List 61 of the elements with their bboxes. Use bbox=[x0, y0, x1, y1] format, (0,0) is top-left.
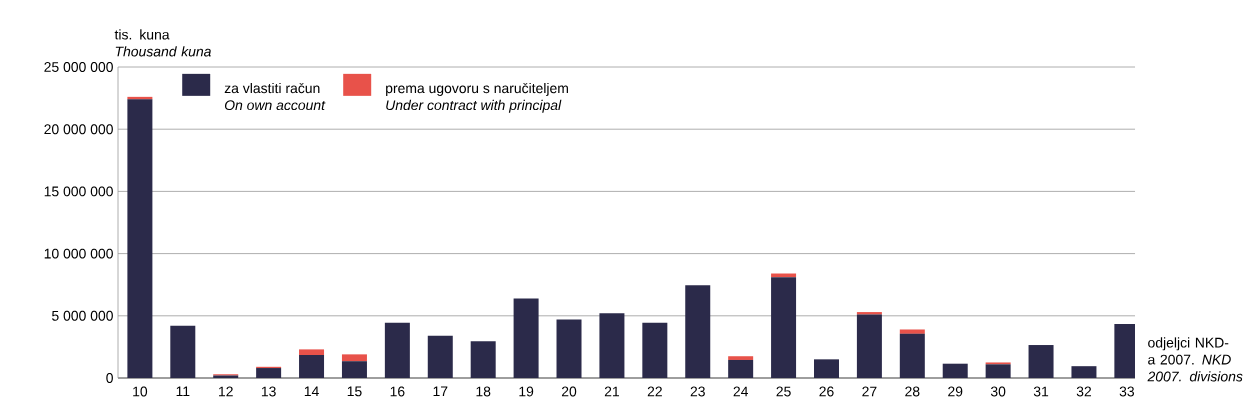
bar bbox=[170, 325, 196, 378]
bar bbox=[642, 322, 668, 378]
bar bbox=[942, 363, 968, 378]
bar bbox=[1071, 366, 1097, 378]
bar bbox=[813, 359, 839, 378]
x-tick-label: 20 bbox=[561, 386, 577, 397]
bar bbox=[856, 312, 882, 315]
bar bbox=[470, 341, 496, 378]
x-tick-label: 32 bbox=[1076, 386, 1092, 397]
y-tick-label: 20 000 000 bbox=[44, 124, 113, 135]
x-tick-label: 27 bbox=[862, 386, 877, 397]
x-tick-label: 23 bbox=[690, 386, 705, 397]
bar bbox=[728, 356, 754, 360]
bar bbox=[985, 364, 1011, 378]
x-axis-title: odjeljci NKD-a 2007. NKD 2007. divisions bbox=[1147, 337, 1243, 382]
bar bbox=[341, 354, 367, 362]
x-tick-label: 10 bbox=[133, 386, 148, 397]
bar bbox=[256, 368, 282, 378]
y-tick-label: 15 000 000 bbox=[44, 186, 113, 197]
x-tick-label: 15 bbox=[347, 386, 362, 397]
bar bbox=[341, 361, 367, 378]
bar bbox=[127, 99, 153, 378]
x-tick-label: 14 bbox=[304, 386, 319, 397]
bar bbox=[899, 333, 925, 378]
x-tick-label: 33 bbox=[1119, 386, 1135, 397]
bar bbox=[556, 319, 582, 378]
x-tick-label: 18 bbox=[476, 386, 491, 397]
x-tick-label: 28 bbox=[905, 386, 920, 397]
bar bbox=[513, 298, 539, 378]
x-tick-label: 11 bbox=[176, 386, 190, 397]
bar bbox=[899, 329, 925, 334]
bar bbox=[685, 285, 711, 378]
legend-label: prema ugovoru s naručiteljem Under contract with principal bbox=[386, 82, 568, 113]
x-tick-label: 16 bbox=[390, 386, 405, 397]
bar bbox=[856, 314, 882, 378]
bar bbox=[384, 322, 410, 378]
y-tick-label: 0 bbox=[106, 373, 113, 383]
x-tick-label: 21 bbox=[604, 386, 619, 397]
y-axis-title: tis. kuna Thousand kuna bbox=[114, 29, 211, 57]
bar bbox=[771, 277, 797, 378]
x-tick-label: 29 bbox=[948, 386, 963, 397]
bar bbox=[299, 349, 325, 355]
y-tick-label: 5 000 000 bbox=[52, 310, 113, 321]
y-tick-label: 25 000 000 bbox=[44, 62, 113, 72]
x-tick-label: 22 bbox=[647, 386, 662, 397]
x-tick-label: 19 bbox=[519, 386, 534, 397]
legend-label: za vlastiti račun On own account bbox=[224, 82, 326, 111]
bar bbox=[427, 335, 453, 378]
bar bbox=[1028, 345, 1054, 378]
x-tick-label: 25 bbox=[776, 386, 791, 397]
x-tick-label: 30 bbox=[990, 386, 1006, 397]
x-tick-label: 17 bbox=[433, 386, 448, 397]
x-tick-label: 26 bbox=[819, 386, 834, 397]
x-tick-label: 24 bbox=[733, 386, 748, 397]
bar bbox=[299, 354, 325, 378]
x-tick-label: 31 bbox=[1033, 386, 1049, 397]
x-tick-label: 13 bbox=[261, 386, 276, 397]
y-tick-label: 10 000 000 bbox=[44, 248, 113, 259]
bar bbox=[599, 313, 625, 378]
bar bbox=[728, 359, 754, 378]
x-tick-label: 12 bbox=[219, 386, 233, 397]
